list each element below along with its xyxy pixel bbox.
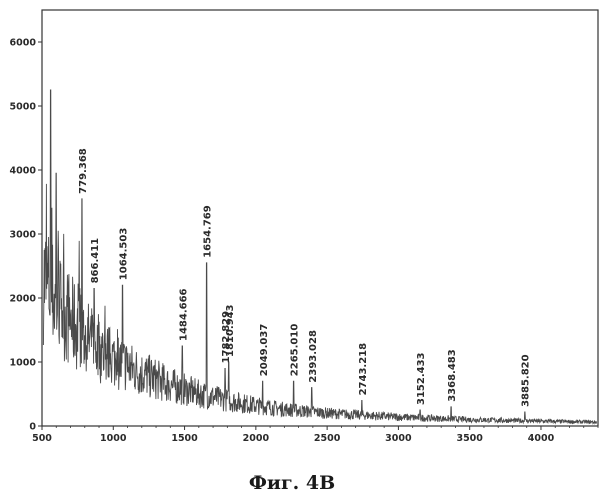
y-tick-label: 5000 (10, 102, 37, 113)
x-tick-label: 3500 (456, 433, 483, 444)
peak-label: 2049.037 (259, 324, 270, 377)
x-tick-label: 1000 (100, 433, 127, 444)
y-tick-label: 3000 (10, 230, 37, 241)
peak-label: 3152.433 (416, 352, 427, 405)
peak-label: 1064.503 (118, 228, 129, 281)
peak-label: 866.411 (90, 238, 101, 284)
y-tick-label: 1000 (10, 358, 37, 369)
peak-label: 2743.218 (358, 343, 369, 396)
y-tick-label: 6000 (10, 38, 37, 49)
x-tick-label: 4000 (528, 433, 555, 444)
y-tick-label: 4000 (10, 166, 37, 177)
peak-label: 1484.666 (178, 288, 189, 341)
x-tick-label: 2500 (314, 433, 341, 444)
peak-label: 1654.769 (203, 205, 214, 258)
x-tick-label: 500 (32, 433, 52, 444)
y-tick-label: 0 (29, 422, 36, 433)
x-axis-ticks: 500 1000 1500 2000 2500 3000 3500 4000 (32, 426, 598, 444)
peak-label: 3885.820 (521, 354, 532, 407)
peak-label: 1810.943 (225, 304, 236, 357)
x-tick-label: 1500 (171, 433, 198, 444)
peak-label: 3368.483 (447, 349, 458, 402)
peak-label: 2393.028 (308, 330, 319, 383)
peak-label: 779.368 (78, 148, 89, 194)
x-tick-label: 3000 (385, 433, 412, 444)
peak-label: 2265.010 (290, 324, 301, 377)
y-tick-label: 2000 (10, 294, 37, 305)
y-axis-ticks: 0 1000 2000 3000 4000 5000 6000 (10, 38, 42, 433)
x-tick-label: 2000 (243, 433, 270, 444)
figure-caption: Фиг. 4B (249, 472, 335, 494)
